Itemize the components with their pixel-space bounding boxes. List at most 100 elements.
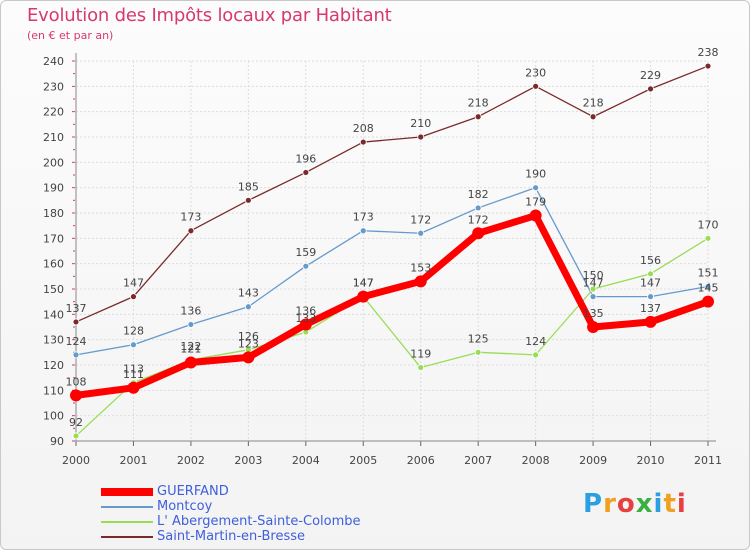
data-point — [242, 351, 255, 364]
data-label: 229 — [640, 69, 661, 82]
data-point — [474, 113, 482, 121]
data-point — [357, 290, 370, 303]
data-label: 125 — [468, 332, 489, 345]
chart-legend: GUERFAND Montcoy L' Abergement-Sainte-Colo… — [101, 484, 421, 545]
y-tick-label: 140 — [43, 308, 64, 321]
data-point — [187, 321, 195, 328]
data-point — [359, 227, 367, 235]
logo-letter: i — [653, 489, 664, 519]
grid — [75, 60, 709, 442]
legend-item: L' Abergement-Sainte-Colombe — [101, 514, 421, 530]
data-label: 108 — [66, 375, 87, 388]
data-point — [647, 270, 654, 278]
data-point — [184, 356, 197, 369]
proxiti-logo: Proxiti — [583, 489, 687, 519]
y-tick-label: 150 — [43, 283, 64, 296]
data-point — [417, 133, 425, 141]
y-tick-label: 120 — [43, 359, 64, 372]
legend-swatch — [101, 536, 153, 538]
data-label: 151 — [698, 266, 719, 279]
logo-letter: i — [676, 489, 687, 519]
series-3 — [72, 62, 712, 326]
data-point — [474, 204, 482, 212]
data-label: 210 — [410, 117, 431, 130]
series-1 — [72, 184, 712, 359]
data-label: 137 — [640, 302, 661, 315]
data-point — [299, 318, 312, 331]
data-point — [127, 381, 140, 394]
data-point — [589, 113, 597, 121]
data-label: 185 — [238, 180, 259, 193]
logo-letter: x — [635, 489, 654, 519]
data-point — [302, 262, 310, 270]
data-label: 128 — [123, 325, 144, 338]
data-label: 172 — [410, 213, 431, 226]
legend-swatch — [101, 488, 153, 496]
data-label: 92 — [69, 416, 83, 429]
data-point — [647, 293, 654, 301]
data-point — [72, 318, 80, 326]
data-point — [532, 184, 540, 192]
legend-label: L' Abergement-Sainte-Colombe — [157, 514, 361, 529]
data-label: 147 — [583, 277, 604, 290]
data-point — [70, 389, 82, 402]
data-point — [130, 341, 137, 349]
y-tick-label: 240 — [43, 55, 64, 68]
data-label: 190 — [525, 168, 546, 181]
y-tick-label: 100 — [43, 410, 64, 423]
series-line — [75, 237, 709, 437]
y-tick-label: 110 — [43, 384, 64, 397]
data-label: 122 — [180, 340, 201, 353]
legend-item: Montcoy — [101, 499, 421, 515]
series-2 — [72, 234, 712, 440]
data-label: 218 — [583, 97, 604, 110]
data-point — [589, 293, 597, 301]
data-label: 159 — [295, 246, 316, 259]
y-tick-label: 170 — [43, 232, 64, 245]
y-tick-label: 230 — [43, 80, 64, 93]
data-label: 170 — [698, 218, 719, 231]
data-label: 208 — [353, 122, 374, 135]
data-label: 121 — [180, 342, 201, 355]
data-label: 150 — [583, 269, 604, 282]
x-tick-label: 2003 — [234, 454, 262, 467]
data-label: 147 — [640, 277, 661, 290]
y-tick-label: 130 — [43, 334, 64, 347]
series-line — [75, 65, 709, 323]
data-point — [72, 432, 80, 440]
series-0 — [70, 209, 714, 402]
legend-swatch — [101, 521, 153, 523]
y-tick-label: 90 — [50, 435, 64, 448]
data-label: 143 — [238, 287, 259, 300]
data-label: 173 — [353, 211, 374, 224]
logo-letter: t — [663, 489, 677, 519]
data-point — [532, 351, 540, 359]
data-point — [244, 196, 252, 204]
x-tick-label: 2010 — [637, 454, 665, 467]
data-point — [474, 348, 482, 356]
y-tick-label: 210 — [43, 131, 64, 144]
y-tick-label: 190 — [43, 182, 64, 195]
data-point — [472, 227, 485, 240]
data-label: 137 — [66, 302, 87, 315]
data-point — [187, 227, 195, 235]
x-tick-label: 2004 — [292, 454, 320, 467]
x-tick-label: 2001 — [119, 454, 147, 467]
legend-label: Saint-Martin-en-Bresse — [157, 529, 306, 544]
logo-letter: r — [603, 489, 617, 519]
logo-letter: o — [616, 489, 636, 519]
data-label: 153 — [410, 261, 431, 274]
data-label: 173 — [180, 211, 201, 224]
y-tick-label: 160 — [43, 258, 64, 271]
x-tick-label: 2006 — [407, 454, 435, 467]
data-label: 230 — [525, 66, 546, 79]
data-label: 179 — [525, 196, 546, 209]
data-label: 111 — [123, 368, 144, 381]
data-point — [417, 229, 425, 237]
data-point — [644, 315, 657, 328]
logo-letter: P — [583, 489, 604, 519]
data-label: 156 — [640, 254, 661, 267]
data-label: 135 — [583, 307, 604, 320]
x-tick-label: 2007 — [464, 454, 492, 467]
